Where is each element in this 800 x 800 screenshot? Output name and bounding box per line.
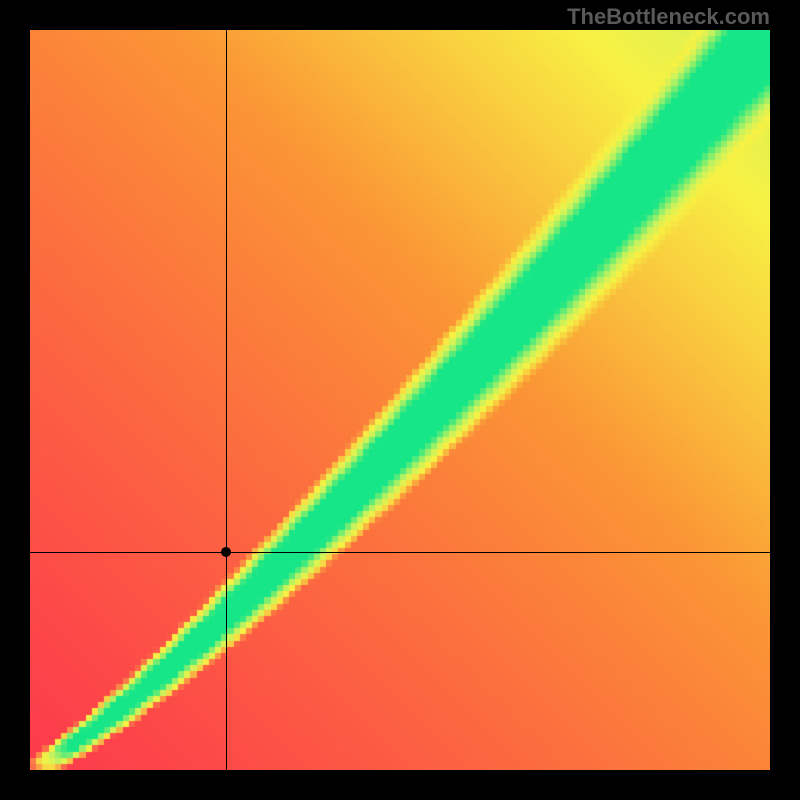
watermark-text: TheBottleneck.com [567,4,770,30]
heatmap-plot [30,30,770,770]
heatmap-canvas [30,30,770,770]
crosshair-horizontal [30,552,770,553]
crosshair-marker [221,547,231,557]
crosshair-vertical [226,30,227,770]
chart-container: TheBottleneck.com [0,0,800,800]
